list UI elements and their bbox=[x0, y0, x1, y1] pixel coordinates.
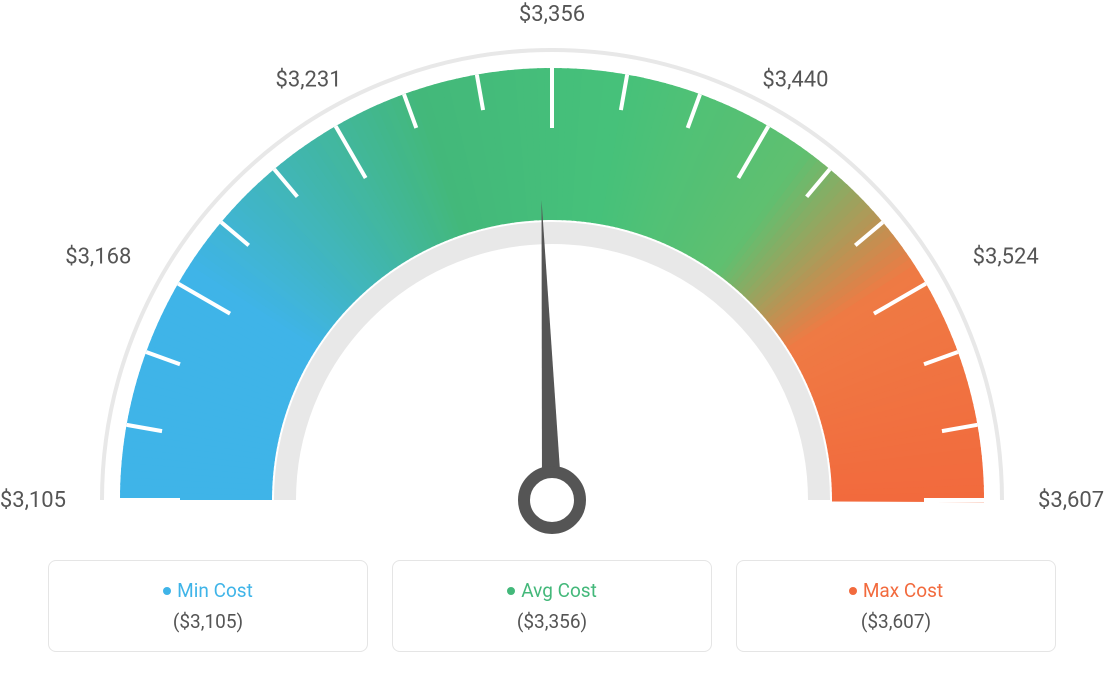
dot-icon bbox=[163, 587, 171, 595]
dot-icon bbox=[849, 587, 857, 595]
legend-card-min: Min Cost ($3,105) bbox=[48, 560, 368, 652]
legend-avg-value: ($3,356) bbox=[405, 610, 699, 633]
legend-min-value: ($3,105) bbox=[61, 610, 355, 633]
legend-avg-label: Avg Cost bbox=[521, 579, 597, 602]
dot-icon bbox=[507, 587, 515, 595]
tick-label: $3,168 bbox=[65, 245, 131, 270]
legend-row: Min Cost ($3,105) Avg Cost ($3,356) Max … bbox=[0, 540, 1104, 652]
legend-min-label: Min Cost bbox=[177, 579, 253, 602]
gauge-chart: $3,105 $3,168 $3,231 $3,356 $3,440 $3,524 $3,6… bbox=[0, 0, 1104, 540]
legend-card-max: Max Cost ($3,607) bbox=[736, 560, 1056, 652]
tick-label: $3,524 bbox=[973, 245, 1039, 270]
gauge-needle bbox=[542, 200, 562, 500]
legend-card-avg: Avg Cost ($3,356) bbox=[392, 560, 712, 652]
tick-label: $3,105 bbox=[0, 488, 66, 513]
tick-label: $3,607 bbox=[1038, 488, 1104, 513]
gauge-container: $3,105 $3,168 $3,231 $3,356 $3,440 $3,524 $3,6… bbox=[0, 0, 1104, 540]
legend-max-label: Max Cost bbox=[863, 579, 943, 602]
gauge-hub bbox=[524, 472, 580, 528]
legend-max-value: ($3,607) bbox=[749, 610, 1043, 633]
tick-label: $3,231 bbox=[275, 67, 341, 92]
tick-label: $3,356 bbox=[519, 2, 585, 27]
tick-label: $3,440 bbox=[762, 67, 828, 92]
